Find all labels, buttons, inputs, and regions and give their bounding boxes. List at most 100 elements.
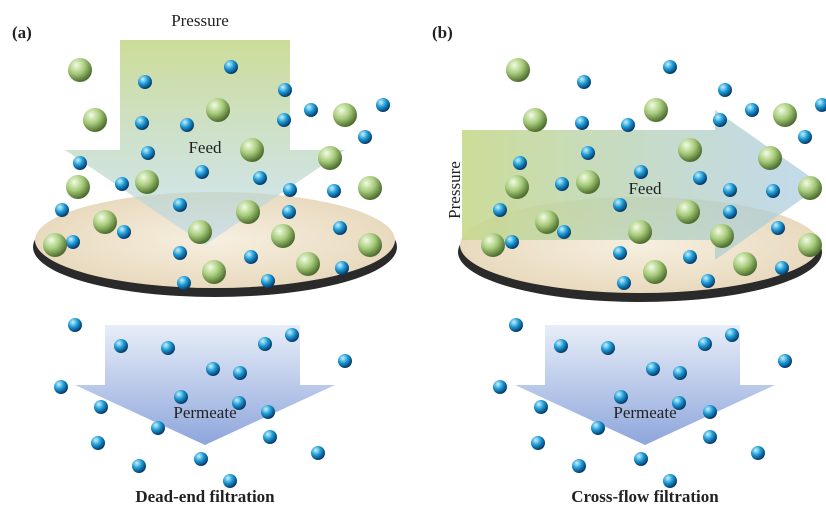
small-particle xyxy=(55,203,69,217)
small-particle xyxy=(173,246,187,260)
small-particle xyxy=(258,337,272,351)
small-particle xyxy=(278,83,292,97)
large-particle xyxy=(236,200,260,224)
small-particle xyxy=(771,221,785,235)
small-particle xyxy=(177,276,191,290)
small-particle xyxy=(138,75,152,89)
small-particle xyxy=(766,184,780,198)
large-particle xyxy=(296,252,320,276)
small-particle xyxy=(277,113,291,127)
small-particle xyxy=(493,380,507,394)
small-particle xyxy=(505,235,519,249)
panel-label: (a) xyxy=(12,23,32,42)
permeate-arrow xyxy=(515,325,775,445)
small-particle xyxy=(223,474,237,488)
large-particle xyxy=(333,103,357,127)
small-particle xyxy=(683,250,697,264)
small-particle xyxy=(194,452,208,466)
small-particle xyxy=(358,130,372,144)
small-particle xyxy=(572,459,586,473)
small-particle xyxy=(745,103,759,117)
large-particle xyxy=(733,252,757,276)
pressure-label: Pressure xyxy=(445,161,464,219)
pressure-label: Pressure xyxy=(171,11,229,30)
small-particle xyxy=(253,171,267,185)
feed-label: Feed xyxy=(188,138,222,157)
small-particle xyxy=(311,446,325,460)
feed-label: Feed xyxy=(628,179,662,198)
small-particle xyxy=(285,328,299,342)
large-particle xyxy=(481,233,505,257)
small-particle xyxy=(180,118,194,132)
small-particle xyxy=(161,341,175,355)
small-particle xyxy=(135,116,149,130)
large-particle xyxy=(644,98,668,122)
large-particle xyxy=(758,146,782,170)
small-particle xyxy=(117,225,131,239)
small-particle xyxy=(283,183,297,197)
large-particle xyxy=(206,98,230,122)
large-particle xyxy=(318,146,342,170)
small-particle xyxy=(673,366,687,380)
small-particle xyxy=(115,177,129,191)
large-particle xyxy=(271,224,295,248)
small-particle xyxy=(634,165,648,179)
small-particle xyxy=(701,274,715,288)
small-particle xyxy=(534,400,548,414)
small-particle xyxy=(725,328,739,342)
large-particle xyxy=(523,108,547,132)
small-particle xyxy=(232,396,246,410)
small-particle xyxy=(338,354,352,368)
small-particle xyxy=(723,183,737,197)
caption: Dead-end filtration xyxy=(135,487,275,506)
panel-label: (b) xyxy=(432,23,453,42)
large-particle xyxy=(710,224,734,248)
large-particle xyxy=(93,210,117,234)
small-particle xyxy=(94,400,108,414)
small-particle xyxy=(581,146,595,160)
small-particle xyxy=(333,221,347,235)
large-particle xyxy=(506,58,530,82)
small-particle xyxy=(304,103,318,117)
small-particle xyxy=(335,261,349,275)
small-particle xyxy=(703,405,717,419)
small-particle xyxy=(663,474,677,488)
small-particle xyxy=(672,396,686,410)
small-particle xyxy=(91,436,105,450)
small-particle xyxy=(575,116,589,130)
small-particle xyxy=(173,198,187,212)
figure: (a) Pressure Feed Permeate Dead-end filt… xyxy=(0,0,826,511)
small-particle xyxy=(555,177,569,191)
large-particle xyxy=(676,200,700,224)
small-particle xyxy=(713,113,727,127)
small-particle xyxy=(493,203,507,217)
large-particle xyxy=(628,220,652,244)
small-particle xyxy=(617,276,631,290)
large-particle xyxy=(240,138,264,162)
small-particle xyxy=(114,339,128,353)
small-particle xyxy=(282,205,296,219)
small-particle xyxy=(621,118,635,132)
small-particle xyxy=(775,261,789,275)
large-particle xyxy=(576,170,600,194)
permeate-label: Permeate xyxy=(173,403,236,422)
small-particle xyxy=(591,421,605,435)
small-particle xyxy=(174,390,188,404)
panel-b: (b) Pressure Feed Permeate Cross-flow fi… xyxy=(432,23,822,506)
small-particle xyxy=(577,75,591,89)
small-particle xyxy=(233,366,247,380)
small-particle xyxy=(601,341,615,355)
small-particle xyxy=(613,246,627,260)
small-particle xyxy=(261,405,275,419)
small-particle xyxy=(141,146,155,160)
small-particle xyxy=(132,459,146,473)
small-particle xyxy=(751,446,765,460)
small-particle xyxy=(513,156,527,170)
small-particle xyxy=(244,250,258,264)
small-particle xyxy=(613,198,627,212)
small-particle xyxy=(778,354,792,368)
page: {"panels": [ {"label": "(a)", "pressure"… xyxy=(0,0,826,511)
permeate-arrow xyxy=(75,325,335,445)
large-particle xyxy=(43,233,67,257)
large-particle xyxy=(135,170,159,194)
